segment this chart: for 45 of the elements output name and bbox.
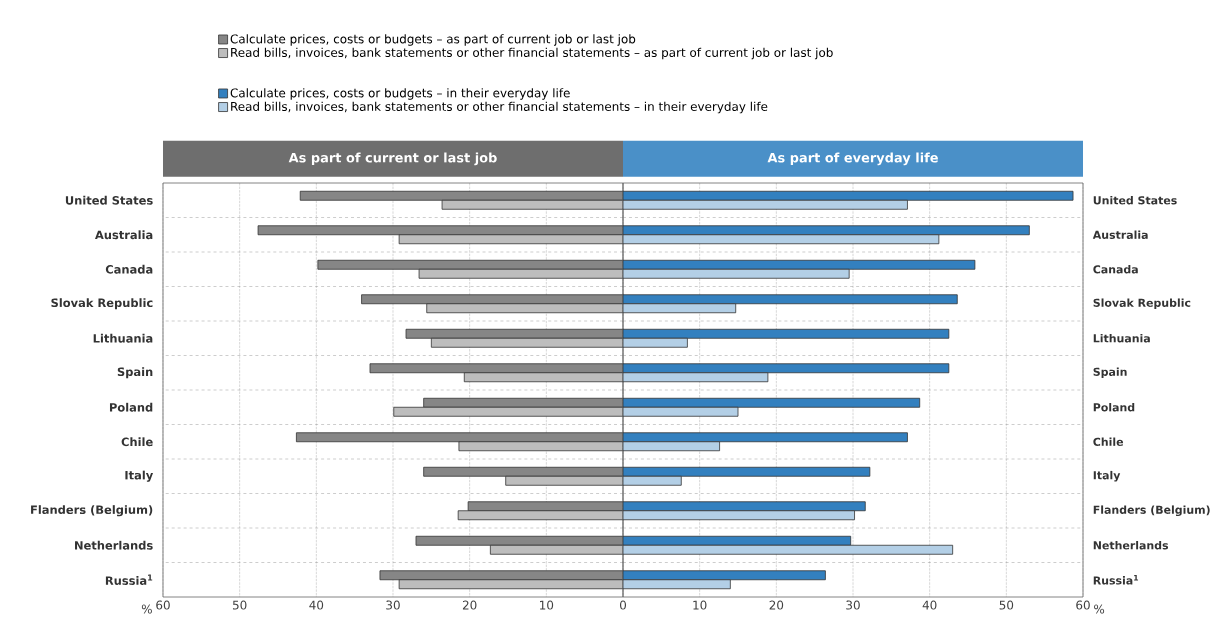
y-tick-label: United States <box>65 195 153 205</box>
x-axis-title: % <box>141 604 152 614</box>
x-tick-label: 30 <box>386 600 400 610</box>
x-tick-label: 30 <box>846 600 860 610</box>
legend-label: Calculate prices, costs or budgets – in their everyday life <box>230 88 570 100</box>
y-tick-label: Netherlands <box>75 540 153 550</box>
legend-label: Read bills, invoices, bank statements or other financial statements – as part of current job or last job <box>231 47 833 60</box>
chart-title: As part of current or last job <box>288 152 497 166</box>
y-tick-label: Spain <box>1093 367 1127 379</box>
y-tick-label: Canada <box>1093 265 1138 274</box>
y-tick-label: Slovak Republic <box>1093 298 1191 310</box>
x-tick-label: 50 <box>999 600 1014 610</box>
legend-label: Calculate prices, costs or budgets – as part of current job or last job <box>230 34 636 46</box>
y-tick-label: Netherlands <box>1093 541 1169 550</box>
y-tick-label: Russia$^{1}$ <box>1093 574 1139 585</box>
y-tick-label: Italy <box>1093 470 1121 482</box>
x-tick-label: 60 <box>1076 600 1090 610</box>
x-axis-title: % <box>1094 604 1105 614</box>
x-tick-label: 20 <box>462 600 477 610</box>
x-tick-label: 20 <box>769 600 784 610</box>
y-tick-label: Poland <box>109 402 153 412</box>
y-tick-label: Australia <box>95 230 153 240</box>
y-tick-label: Spain <box>117 367 153 379</box>
y-tick-label: United States <box>1093 196 1177 205</box>
y-tick-label: Australia <box>1092 230 1148 239</box>
x-tick-label: 40 <box>922 600 937 610</box>
y-tick-label: Poland <box>1093 403 1135 412</box>
x-tick-label: 10 <box>540 600 554 610</box>
x-tick-label: 60 <box>156 600 170 610</box>
y-tick-label: Flanders (Belgium) <box>31 505 153 517</box>
y-tick-label: Italy <box>125 470 154 482</box>
y-tick-label: Lithuania <box>1093 334 1150 343</box>
y-tick-label: Lithuania <box>93 333 153 343</box>
chart-title: As part of everyday life <box>767 152 938 166</box>
x-tick-label: 10 <box>693 600 707 610</box>
y-tick-label: Chile <box>1093 437 1124 446</box>
y-tick-label: Chile <box>121 437 153 447</box>
y-tick-label: Flanders (Belgium) <box>1093 505 1210 517</box>
legend-label: Read bills, invoices, bank statements or other financial statements – in their everyday life <box>231 101 768 114</box>
y-tick-label: Canada <box>105 264 153 274</box>
x-tick-label: 0 <box>619 600 627 610</box>
x-tick-label: 50 <box>232 600 247 610</box>
x-tick-label: 40 <box>309 600 324 610</box>
y-tick-label: Slovak Republic <box>51 298 153 310</box>
y-tick-label: Russia$^{1}$ <box>105 574 153 585</box>
